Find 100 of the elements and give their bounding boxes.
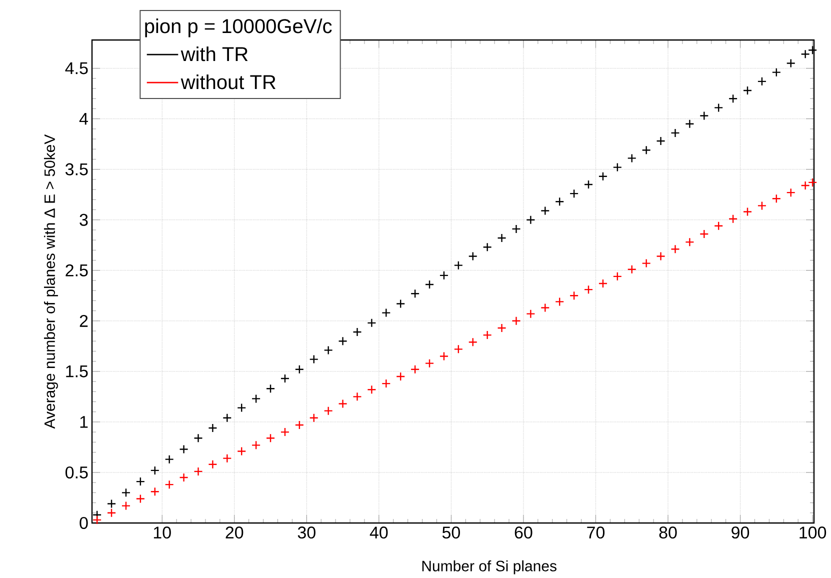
point [222, 413, 232, 422]
point [808, 178, 818, 188]
point [280, 427, 290, 437]
point [482, 330, 492, 340]
point [208, 423, 218, 433]
point [742, 207, 752, 216]
point [786, 188, 796, 198]
point [338, 399, 348, 408]
y-axis-title: Average number of planes with Δ E > 50keV [44, 134, 58, 429]
y-tick-label: 4.5 [65, 62, 88, 74]
x-tick-label: 50 [442, 526, 460, 539]
point [136, 494, 146, 504]
point [598, 278, 608, 288]
point [670, 128, 680, 138]
point [584, 284, 594, 294]
point [757, 201, 767, 210]
point [324, 406, 333, 416]
point [106, 508, 116, 518]
x-tick-label: 20 [226, 526, 244, 539]
point [179, 472, 188, 482]
point [150, 466, 160, 476]
point [367, 318, 376, 328]
point [656, 136, 666, 146]
point [627, 154, 636, 163]
point [164, 454, 174, 464]
point [526, 215, 536, 224]
point [237, 446, 246, 456]
point [294, 420, 304, 430]
point [266, 384, 276, 394]
point [338, 336, 348, 346]
point [266, 434, 276, 443]
point [482, 242, 492, 252]
y-tick-label: 1.5 [66, 365, 88, 378]
point [554, 197, 564, 206]
point [569, 188, 579, 198]
point [164, 480, 174, 490]
point [497, 323, 506, 333]
point [468, 252, 478, 261]
point [584, 180, 594, 190]
point [136, 476, 146, 486]
point [222, 454, 232, 463]
point [612, 162, 622, 172]
point [526, 309, 536, 318]
point [714, 221, 724, 231]
point [251, 440, 261, 450]
x-tick-label: 90 [732, 526, 750, 539]
y-tick-label: 4 [79, 112, 88, 125]
point [121, 488, 131, 498]
point [670, 244, 680, 254]
point [396, 299, 406, 308]
point [642, 146, 651, 155]
y-tick-label: 1 [80, 416, 88, 428]
point [439, 352, 449, 361]
y-tick-label: 3.5 [65, 163, 88, 176]
point [554, 297, 564, 306]
point [772, 194, 782, 204]
point [497, 233, 506, 243]
x-tick-label: 100 [800, 526, 826, 539]
point [410, 364, 420, 374]
y-tick-label: 0 [80, 516, 88, 530]
point [468, 338, 478, 347]
point [627, 264, 636, 274]
point [800, 50, 810, 59]
point [396, 372, 406, 382]
x-tick-label: 30 [298, 526, 316, 539]
point [685, 237, 694, 247]
point [512, 224, 521, 234]
point [685, 119, 694, 128]
point [121, 501, 131, 510]
x-tick-label: 10 [154, 526, 171, 539]
point [656, 252, 666, 261]
point [728, 94, 738, 104]
point [454, 344, 464, 354]
y-tick-label: 2.5 [66, 264, 88, 276]
point [786, 58, 796, 68]
point [280, 374, 290, 384]
point [439, 270, 449, 280]
point [352, 327, 362, 337]
point [424, 358, 434, 368]
point [410, 289, 420, 298]
point [382, 308, 391, 318]
point [454, 260, 464, 270]
point [728, 214, 738, 224]
point [352, 392, 362, 402]
point [714, 103, 724, 112]
point [294, 364, 304, 374]
point [612, 272, 622, 282]
point [208, 460, 218, 469]
point [324, 346, 333, 355]
point [179, 444, 188, 454]
point [642, 258, 651, 268]
point [757, 76, 767, 86]
legend-title: pion p = 10000GeV/c [145, 18, 332, 38]
point [237, 403, 246, 412]
point [382, 378, 391, 388]
point [424, 280, 434, 290]
point [808, 45, 818, 55]
point [569, 291, 579, 300]
legend-label: without TR [180, 74, 276, 90]
point [150, 487, 160, 496]
